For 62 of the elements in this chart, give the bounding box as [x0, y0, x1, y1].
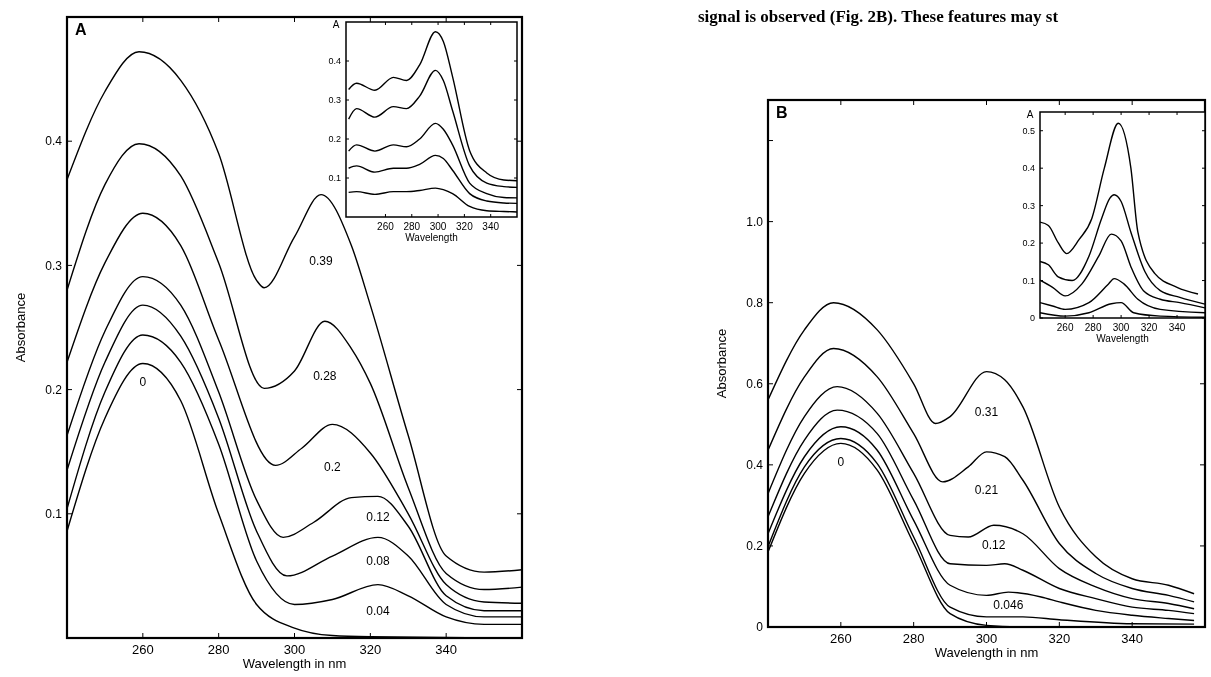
series-label: 0.04	[366, 603, 390, 618]
y-axis-title: Absorbance	[714, 328, 729, 399]
x-tick-label: 340	[1168, 322, 1186, 333]
x-axis-title: Wavelength in nm	[934, 645, 1039, 660]
x-tick-label: 280	[902, 631, 925, 646]
y-tick-label: 0.5	[1022, 125, 1035, 136]
y-tick-label: 0.2	[328, 134, 341, 145]
y-tick-label: 0.4	[328, 56, 341, 67]
y-tick-label: 0	[756, 620, 764, 635]
x-tick-label: 280	[1084, 322, 1102, 333]
x-tick-label: 320	[359, 642, 382, 657]
series-label: 0.046	[993, 597, 1024, 612]
y-tick-label: 0.2	[1022, 238, 1035, 249]
x-tick-label: 280	[207, 642, 230, 657]
y-tick-label: 0.3	[45, 258, 63, 273]
series-label: 0.21	[974, 483, 999, 498]
series-label: 0.08	[366, 554, 390, 569]
x-axis-title: Wavelength in nm	[242, 656, 347, 671]
x-tick-label: 300	[1112, 322, 1130, 333]
x-axis-title: Wavelength	[405, 232, 458, 243]
x-tick-label: 320	[456, 221, 474, 232]
chart-title: B	[776, 104, 788, 121]
x-tick-label: 340	[482, 221, 500, 232]
series-label: 0.28	[313, 368, 337, 383]
y-tick-label: 0.8	[746, 295, 764, 310]
y-axis-title: Absorbance	[13, 292, 28, 363]
y-tick-label: 0.3	[328, 95, 341, 106]
x-tick-label: 300	[429, 221, 447, 232]
y-axis-title: A	[1026, 109, 1034, 120]
series-label: 0.39	[309, 254, 334, 269]
chart-title: A	[75, 21, 87, 38]
y-tick-label: 0.4	[45, 134, 63, 149]
text: signal is observed (Fig. 2B). These features may st	[698, 7, 1059, 26]
y-tick-label: 0.3	[1022, 200, 1035, 211]
series-label: 0.12	[366, 510, 390, 525]
y-tick-label: 0.4	[746, 458, 764, 473]
x-tick-label: 340	[1121, 631, 1144, 646]
x-tick-label: 300	[283, 642, 306, 657]
x-tick-label: 260	[377, 221, 395, 232]
x-tick-label: 260	[829, 631, 852, 646]
x-tick-label: 260	[131, 642, 154, 657]
x-tick-label: 320	[1140, 322, 1158, 333]
x-tick-label: 340	[435, 642, 458, 657]
y-tick-label: 0.1	[328, 173, 341, 184]
y-tick-label: 0.1	[1022, 275, 1035, 286]
x-tick-label: 280	[403, 221, 421, 232]
y-tick-label: 0.2	[746, 539, 764, 554]
y-tick-label: 0.1	[45, 507, 63, 521]
y-tick-label: 1.0	[746, 214, 764, 229]
series-label: 0.12	[982, 538, 1006, 553]
x-tick-label: 260	[1056, 322, 1074, 333]
y-tick-label: 0	[1029, 313, 1035, 324]
y-tick-label: 0.2	[45, 382, 63, 397]
y-axis-title: A	[332, 19, 340, 30]
series-label: 0	[139, 374, 147, 389]
series-label: 0	[837, 454, 845, 469]
y-tick-label: 0.6	[746, 376, 764, 391]
x-tick-label: 300	[975, 631, 998, 646]
x-tick-label: 320	[1048, 631, 1071, 646]
series-label: 0.31	[974, 404, 999, 419]
x-axis-title: Wavelength	[1096, 333, 1149, 344]
y-tick-label: 0.4	[1022, 163, 1035, 174]
